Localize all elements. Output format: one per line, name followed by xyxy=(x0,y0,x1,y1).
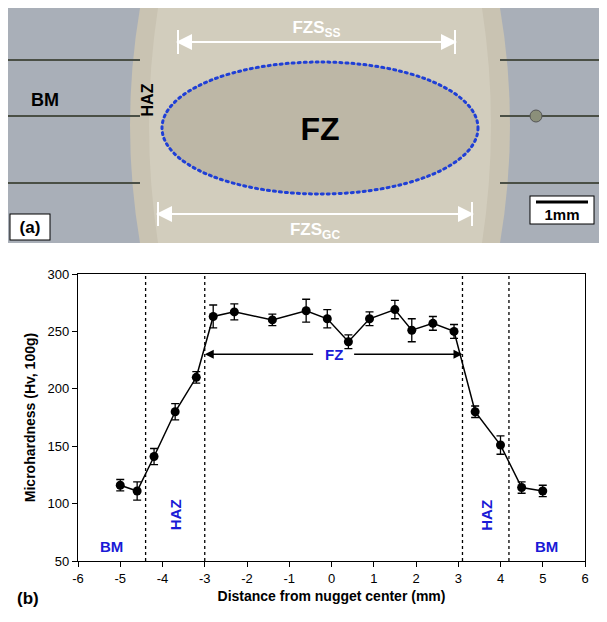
svg-text:150: 150 xyxy=(48,439,70,454)
svg-text:BM: BM xyxy=(100,538,123,555)
svg-text:-3: -3 xyxy=(199,571,211,586)
svg-text:FZSGC: FZSGC xyxy=(290,220,340,242)
svg-text:50: 50 xyxy=(55,554,69,569)
svg-text:BM: BM xyxy=(535,538,558,555)
svg-text:-1: -1 xyxy=(283,571,295,586)
svg-text:(a): (a) xyxy=(20,218,41,237)
svg-text:Microhardness (Hv, 100g): Microhardness (Hv, 100g) xyxy=(22,333,38,502)
svg-text:0: 0 xyxy=(328,571,335,586)
svg-text:100: 100 xyxy=(48,496,70,511)
svg-text:250: 250 xyxy=(48,324,70,339)
svg-text:-2: -2 xyxy=(241,571,253,586)
svg-text:200: 200 xyxy=(48,381,70,396)
svg-text:BM: BM xyxy=(31,90,59,110)
svg-text:-5: -5 xyxy=(114,571,126,586)
svg-text:HAZ: HAZ xyxy=(139,83,156,116)
svg-text:FZ: FZ xyxy=(300,111,339,147)
svg-text:-6: -6 xyxy=(72,571,84,586)
svg-text:1mm: 1mm xyxy=(544,206,579,223)
svg-text:HAZ: HAZ xyxy=(478,500,495,531)
svg-text:2: 2 xyxy=(412,571,419,586)
svg-text:FZ: FZ xyxy=(325,346,343,363)
svg-text:3: 3 xyxy=(455,571,462,586)
svg-text:5: 5 xyxy=(539,571,546,586)
svg-text:1: 1 xyxy=(370,571,377,586)
svg-text:300: 300 xyxy=(48,267,70,282)
svg-text:Distance from nugget center (m: Distance from nugget center (mm) xyxy=(218,588,446,604)
svg-text:6: 6 xyxy=(581,571,588,586)
svg-text:FZSSS: FZSSS xyxy=(292,18,340,40)
svg-text:-4: -4 xyxy=(157,571,169,586)
svg-text:4: 4 xyxy=(497,571,504,586)
svg-text:(b): (b) xyxy=(17,589,39,608)
svg-text:HAZ: HAZ xyxy=(167,499,184,530)
